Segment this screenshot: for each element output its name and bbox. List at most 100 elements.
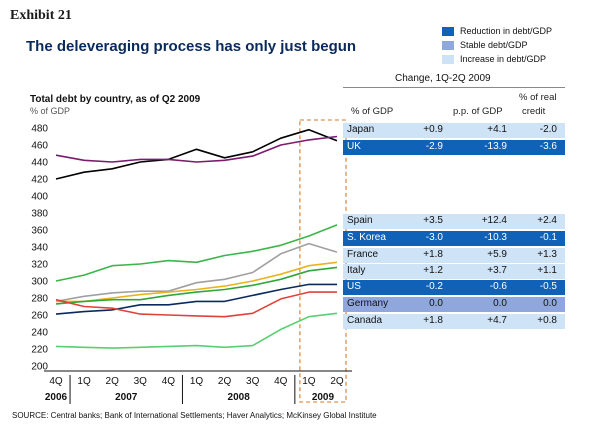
change-pct-credit: +2.4 — [537, 215, 557, 226]
table-row: France +1.8 +5.9 +1.3 — [343, 248, 565, 263]
legend-label-increase: Increase in debt/GDP — [460, 54, 547, 64]
country-name: US — [347, 281, 361, 292]
table-title: Change, 1Q-2Q 2009 — [395, 73, 491, 84]
series-line-france — [56, 261, 338, 303]
x-tick-label: 4Q — [49, 376, 63, 387]
x-tick-label: 2Q — [218, 376, 232, 387]
legend-swatch-reduction — [442, 26, 454, 36]
change-pp-gdp: +4.7 — [487, 315, 507, 326]
country-name: UK — [347, 141, 361, 152]
change-pp-gdp: +4.1 — [487, 124, 507, 135]
year-label: 2006 — [45, 392, 68, 403]
chart-subtitle: Total debt by country, as of Q2 2009 — [30, 94, 201, 105]
series-line-s-korea — [55, 242, 338, 303]
change-pct-credit: 0.0 — [543, 298, 557, 309]
col-header-real-credit-1: % of real — [519, 92, 557, 103]
change-pct-credit: +1.1 — [537, 265, 557, 276]
series-line-spain — [55, 224, 338, 282]
change-pp-gdp: 0.0 — [493, 298, 507, 309]
y-tick-label: 360 — [31, 226, 48, 237]
col-header-pp-gdp: p.p. of GDP — [453, 106, 503, 117]
series-line-uk — [55, 135, 338, 163]
year-label: 2009 — [312, 392, 335, 403]
y-tick-label: 300 — [31, 277, 48, 288]
y-tick-label: 460 — [31, 141, 48, 152]
year-label: 2007 — [115, 392, 138, 403]
source-note: SOURCE: Central banks; Bank of Internati… — [12, 411, 377, 420]
x-tick-label: 1Q — [77, 376, 91, 387]
change-pct-credit: -0.1 — [539, 232, 557, 243]
change-pct-gdp: +0.9 — [423, 124, 443, 135]
table-row: Japan +0.9 +4.1 -2.0 — [343, 123, 565, 138]
exhibit-label: Exhibit 21 — [10, 8, 72, 23]
change-pct-credit: +0.8 — [537, 315, 557, 326]
col-header-pct-gdp: % of GDP — [351, 106, 394, 117]
country-name: Spain — [347, 215, 373, 226]
change-pct-gdp: 0.0 — [429, 298, 443, 309]
change-pct-gdp: +3.5 — [423, 215, 443, 226]
table-row: UK -2.9 -13.9 -3.6 — [343, 140, 565, 155]
y-tick-label: 420 — [31, 175, 48, 186]
country-name: Japan — [347, 124, 375, 135]
change-pp-gdp: +12.4 — [481, 215, 507, 226]
legend-swatch-increase — [442, 54, 454, 64]
y-tick-label: 320 — [31, 260, 48, 271]
x-tick-label: 1Q — [302, 376, 316, 387]
x-tick-label: 3Q — [246, 376, 260, 387]
y-tick-label: 280 — [31, 294, 48, 305]
series-line-us — [55, 283, 337, 315]
table-row: S. Korea -3.0 -10.3 -0.1 — [343, 231, 565, 246]
change-pct-gdp: +1.2 — [423, 265, 443, 276]
change-pp-gdp: +3.7 — [487, 265, 507, 276]
table-row: US -0.2 -0.6 -0.5 — [343, 280, 565, 295]
change-pp-gdp: -0.6 — [489, 281, 507, 292]
x-tick-label: 4Q — [274, 376, 288, 387]
change-pct-gdp: +1.8 — [423, 315, 443, 326]
series-line-germany — [55, 291, 337, 318]
legend-item-increase: Increase in debt/GDP — [442, 54, 546, 64]
y-tick-label: 260 — [31, 311, 48, 322]
change-pp-gdp: -13.9 — [484, 141, 507, 152]
country-name: Germany — [347, 298, 389, 309]
y-tick-label: 240 — [31, 328, 48, 339]
y-tick-label: 220 — [31, 345, 48, 356]
change-pct-gdp: +1.8 — [423, 249, 443, 260]
legend-item-reduction: Reduction in debt/GDP — [442, 26, 552, 36]
change-pct-gdp: -2.9 — [425, 141, 443, 152]
change-pct-credit: +1.3 — [537, 249, 557, 260]
x-tick-label: 1Q — [190, 376, 204, 387]
change-pct-credit: -0.5 — [539, 281, 557, 292]
y-tick-label: 440 — [31, 158, 48, 169]
y-tick-label: 340 — [31, 243, 48, 254]
legend-label-stable: Stable debt/GDP — [460, 40, 528, 50]
chart-main-title: The deleveraging process has only just b… — [26, 38, 357, 55]
col-header-real-credit-2: credit — [522, 106, 546, 117]
year-label: 2008 — [228, 392, 251, 403]
table-row: Germany 0.0 0.0 0.0 — [343, 297, 565, 312]
change-pct-gdp: -3.0 — [425, 232, 443, 243]
series-line-japan — [55, 128, 338, 180]
country-name: S. Korea — [347, 232, 386, 243]
x-tick-label: 2Q — [106, 376, 120, 387]
legend-label-reduction: Reduction in debt/GDP — [460, 26, 553, 36]
x-tick-label: 4Q — [162, 376, 176, 387]
y-tick-label: 380 — [31, 209, 48, 220]
table-row: Spain +3.5 +12.4 +2.4 — [343, 214, 565, 229]
y-tick-label: 200 — [31, 362, 48, 373]
change-pct-credit: -2.0 — [539, 124, 557, 135]
change-pp-gdp: +5.9 — [487, 249, 507, 260]
legend-item-stable: Stable debt/GDP — [442, 40, 528, 50]
change-pct-credit: -3.6 — [539, 141, 557, 152]
y-tick-label: 400 — [31, 192, 48, 203]
series-line-italy — [55, 266, 338, 305]
change-pp-gdp: -10.3 — [484, 232, 507, 243]
country-name: Italy — [347, 265, 366, 276]
x-tick-label: 3Q — [134, 376, 148, 387]
x-tick-label: 2Q — [330, 376, 344, 387]
y-tick-label: 480 — [31, 124, 48, 135]
legend-swatch-stable — [442, 40, 454, 50]
country-name: France — [347, 249, 379, 260]
table-title-rule — [343, 87, 565, 88]
series-line-canada — [55, 312, 338, 349]
